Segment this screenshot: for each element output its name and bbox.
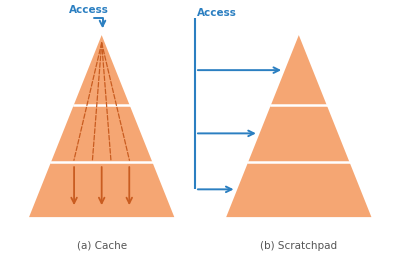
- Text: Access: Access: [197, 8, 237, 18]
- Text: Access: Access: [68, 5, 108, 15]
- Text: (b) Scratchpad: (b) Scratchpad: [260, 241, 337, 251]
- Polygon shape: [29, 35, 174, 217]
- Text: (a) Cache: (a) Cache: [77, 241, 127, 251]
- Polygon shape: [226, 35, 371, 217]
